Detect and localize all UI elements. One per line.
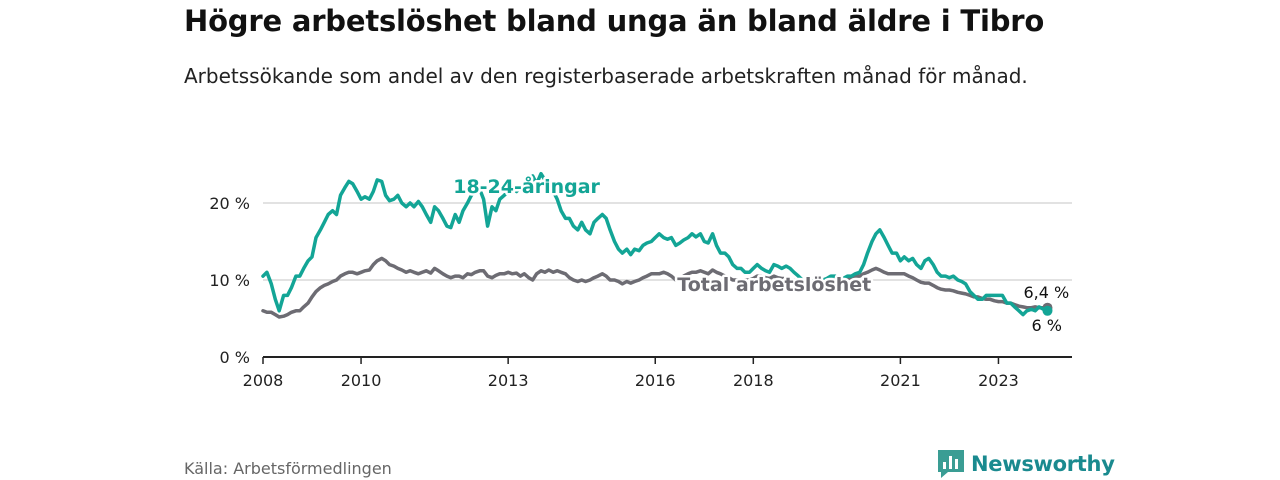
grid-lines: [263, 202, 1072, 281]
end-value-total: 6,4 %: [1023, 283, 1069, 302]
series-line-total: [261, 256, 1050, 319]
end-value-youth: 6 %: [1031, 316, 1061, 335]
x-tick-label: 2010: [341, 371, 382, 390]
series-line-youth: [261, 171, 1050, 317]
x-tick-label: 2018: [733, 371, 774, 390]
source-note: Källa: Arbetsförmedlingen: [184, 459, 392, 478]
series-label-youth: 18-24-åringar: [453, 174, 600, 198]
y-tick-label: 20 %: [209, 194, 250, 213]
newsworthy-logo-icon: [938, 450, 964, 478]
brand-name: Newsworthy: [971, 452, 1115, 476]
x-tick-label: 2023: [978, 371, 1019, 390]
y-tick-label: 0 %: [220, 348, 250, 367]
series-lines: [261, 171, 1053, 319]
chart-subtitle: Arbetssökande som andel av den registerb…: [184, 64, 1028, 88]
series-label-total: Total arbetslöshet: [677, 274, 871, 296]
x-tick-label: 2008: [243, 371, 284, 390]
series-labels: 18-24-åringar Total arbetslöshet 6,4 % 6 %: [451, 172, 1072, 338]
chart-title: Högre arbetslöshet bland unga än bland ä…: [184, 4, 1045, 38]
x-tick-label: 2013: [488, 371, 529, 390]
x-tick-label: 2021: [880, 371, 921, 390]
end-dot-youth: [1042, 305, 1053, 316]
axes: 0 % 10 % 20 % 2008 2010 2013 2016 2018 2021 2023: [209, 194, 1072, 390]
x-tick-label: 2016: [635, 371, 676, 390]
brand-logo: Newsworthy: [937, 449, 1115, 479]
y-tick-label: 10 %: [209, 271, 250, 290]
